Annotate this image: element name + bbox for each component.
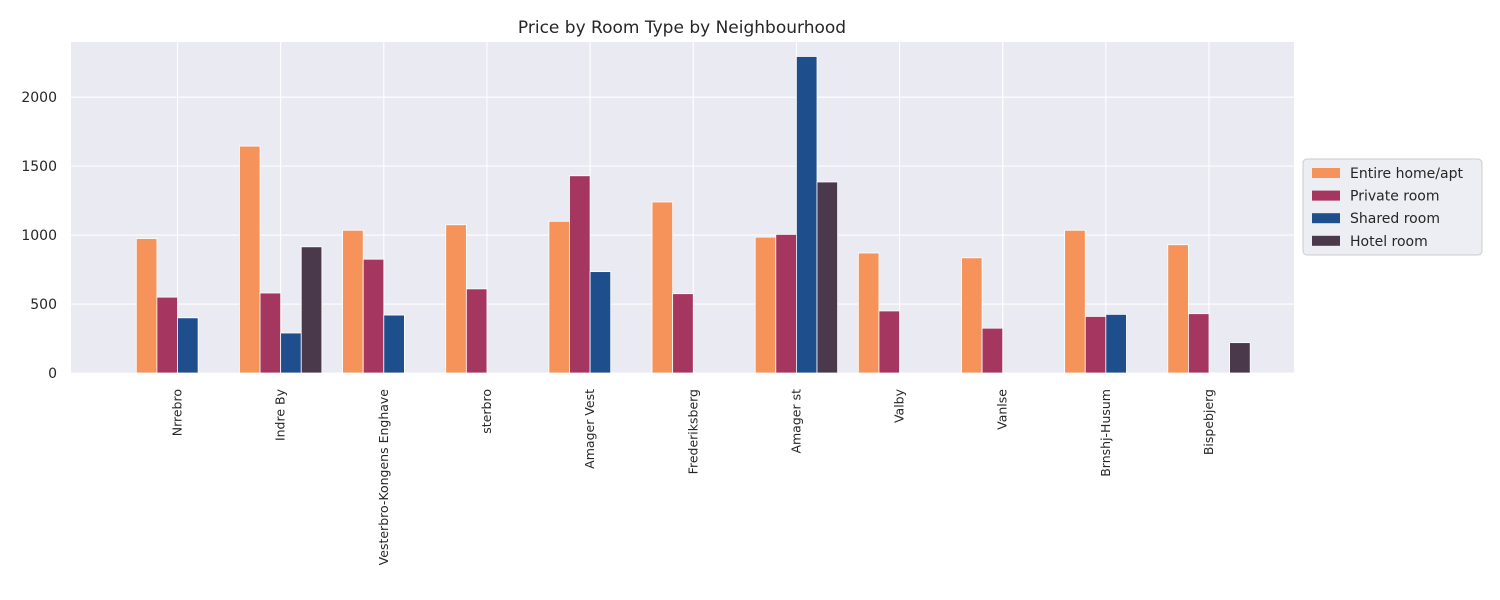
legend-swatch [1312,168,1340,178]
x-tick-label: Vesterbro-Kongens Enghave [376,389,391,566]
legend-label: Hotel room [1350,234,1428,250]
bar [672,293,694,374]
legend-box [1302,158,1483,256]
x-tick-label: Vanlse [995,389,1010,430]
chart-title: Price by Room Type by Neighbourhood [518,18,846,38]
bar [342,229,364,374]
x-tick-label: Indre By [273,388,288,441]
bar [280,332,302,374]
bars [135,56,1251,374]
bar [1188,313,1210,374]
bar [362,258,385,374]
bar [589,271,612,374]
x-tick-label: Amager Vest [582,389,597,469]
x-tick-label: Valby [892,388,907,423]
bar [754,236,777,374]
x-tick-label: Amager st [788,389,803,454]
y-tick-label: 500 [30,297,57,313]
bar [775,233,797,374]
bar [135,238,158,374]
bar [1084,316,1107,374]
x-tick-label: Frederiksberg [685,389,700,474]
bar [300,246,323,374]
bar [981,327,1004,374]
y-tick-label: 0 [48,366,57,382]
bar [651,201,674,374]
legend-label: Private room [1350,189,1439,205]
y-tick-labels: 0 500 1000 1500 2000 [21,90,57,382]
x-tick-label: Nrrebro [170,389,185,436]
bar [569,175,591,374]
bar [445,224,467,374]
legend-swatch [1312,190,1340,201]
bar [1167,244,1189,374]
bar [816,181,839,374]
legend: Entire home/apt Private room Shared room Ho… [1302,158,1483,256]
y-tick-label: 2000 [21,90,57,106]
legend-swatch [1312,213,1340,224]
bar [1064,229,1086,374]
legend-label: Shared room [1350,211,1440,227]
bar [465,288,488,374]
x-tick-labels: Nrrebro Indre By Vesterbro-Kongens Enghave… [170,388,1217,565]
legend-swatch [1312,235,1340,246]
y-tick-label: 1500 [21,159,57,175]
bar [156,296,178,374]
bar [177,317,199,374]
bar [259,292,282,374]
bar [383,314,405,374]
x-tick-label: Brnshj-Husum [1098,389,1113,477]
bar [961,257,983,374]
y-tick-label: 1000 [21,228,57,244]
bar [239,145,261,374]
bar [857,252,880,374]
bar [878,310,900,374]
x-tick-label: Bispebjerg [1201,389,1216,455]
legend-label: Entire home/apt [1350,166,1463,182]
bar [1105,313,1127,374]
x-tick-label: sterbro [479,389,494,434]
bar [1229,342,1251,374]
bar [796,56,818,374]
bar [548,220,570,374]
